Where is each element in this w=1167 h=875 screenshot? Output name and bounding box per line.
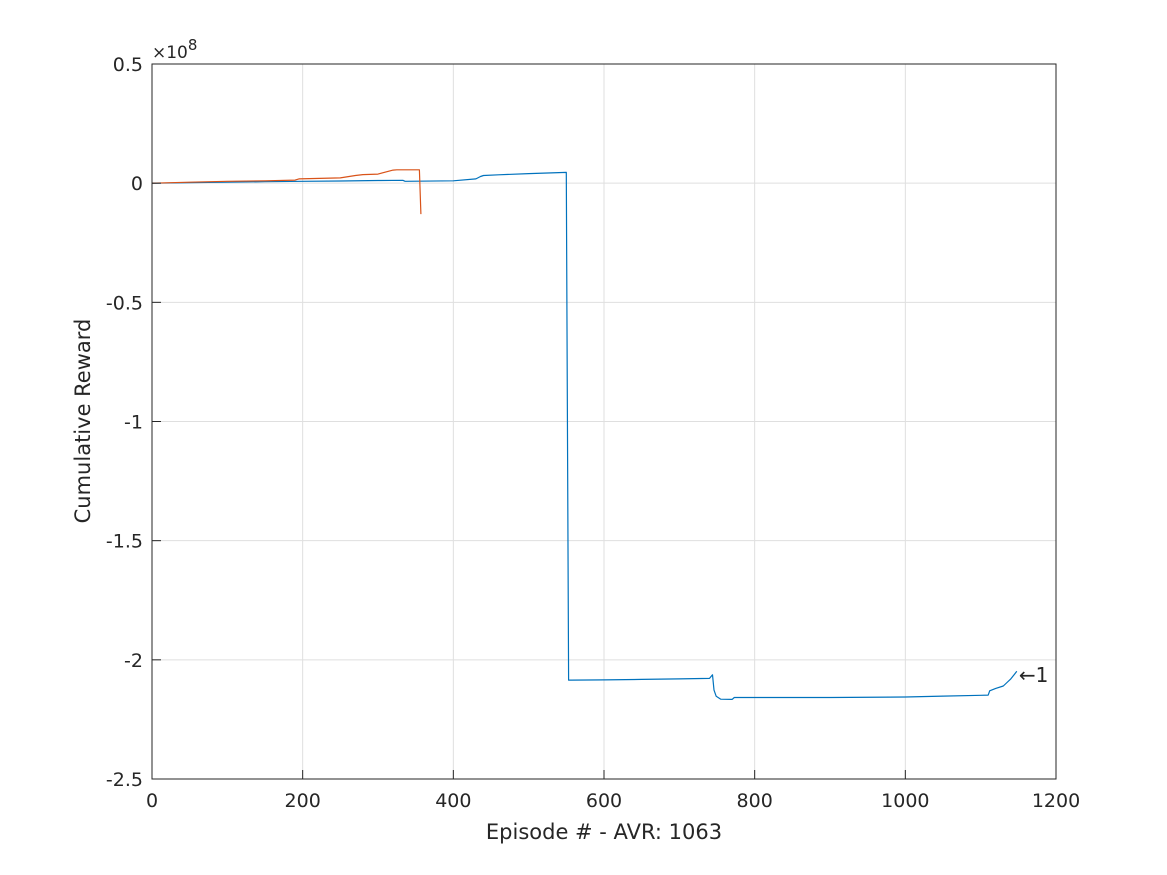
y-tick-label: -2: [124, 650, 143, 672]
y-axis-label: Cumulative Reward: [71, 319, 95, 524]
x-tick-labels: 0 200 400 600 800 1000 1200: [146, 790, 1080, 812]
series-layer: [151, 169, 1018, 701]
x-tick-label: 200: [285, 790, 321, 812]
x-tick-label: 0: [146, 790, 158, 812]
y-exponent-power: 8: [188, 36, 198, 54]
series-line-2: [151, 169, 422, 215]
tick-marks: [151, 63, 1057, 780]
y-tick-label: 0.5: [113, 54, 143, 76]
x-tick-label: 400: [435, 790, 471, 812]
x-tick-label: 800: [737, 790, 773, 812]
y-tick-label: -0.5: [106, 292, 143, 314]
x-tick-label: 600: [586, 790, 622, 812]
series-annotation: ←1: [1019, 663, 1048, 687]
x-tick-label: 1000: [881, 790, 929, 812]
y-tick-label: -1: [124, 412, 143, 434]
x-tick-label: 1200: [1032, 790, 1080, 812]
y-tick-label: -1.5: [106, 531, 143, 553]
y-tick-labels: 0.5 0 -0.5 -1 -1.5 -2 -2.5: [106, 54, 143, 791]
y-tick-label: -2.5: [106, 769, 143, 791]
y-tick-label: 0: [131, 173, 143, 195]
y-exponent-base: ×10: [152, 43, 188, 63]
series-line-1: [151, 171, 1018, 701]
x-axis-label: Episode # - AVR: 1063: [486, 820, 722, 844]
y-exponent-label: ×108: [152, 36, 197, 63]
